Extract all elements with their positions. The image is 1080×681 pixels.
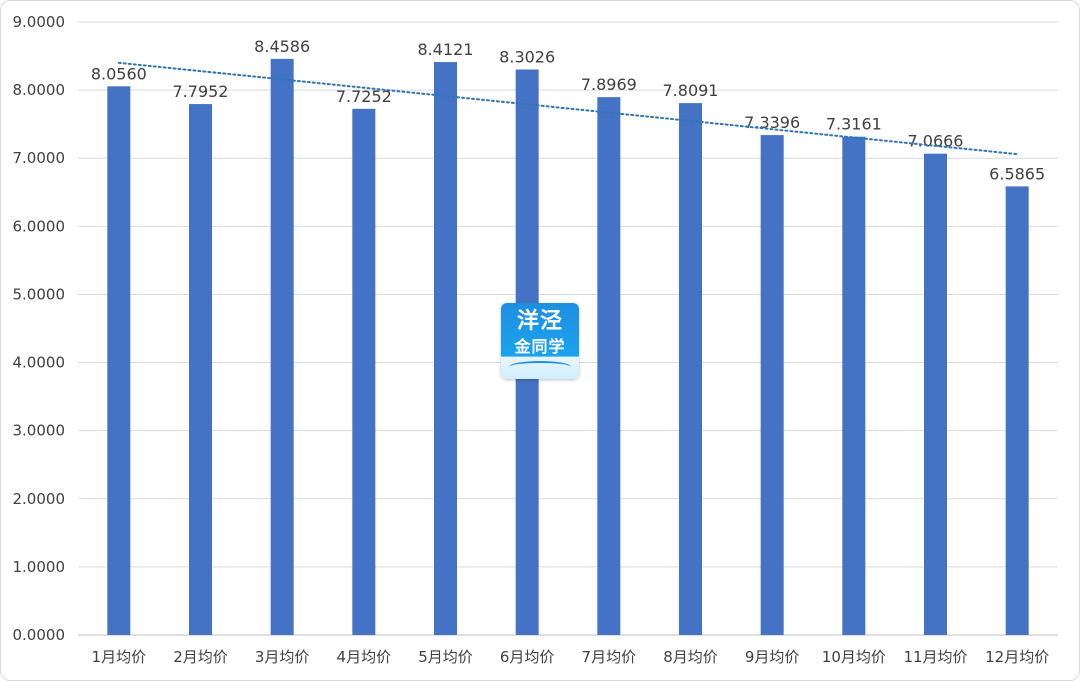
y-tick-label: 0.0000	[13, 626, 66, 644]
y-tick-label: 6.0000	[13, 217, 66, 235]
data-label: 7.3161	[826, 115, 882, 134]
data-label: 8.0560	[91, 64, 147, 83]
x-tick-label: 5月均价	[418, 648, 473, 666]
y-tick-label: 4.0000	[13, 354, 66, 372]
data-label: 7.7952	[173, 82, 229, 101]
x-tick-label: 11月均价	[903, 648, 967, 666]
x-tick-label: 8月均价	[663, 648, 718, 666]
data-label: 6.5865	[989, 164, 1045, 183]
y-tick-label: 7.0000	[13, 149, 66, 167]
watermark-arc	[509, 361, 571, 373]
y-tick-label: 2.0000	[13, 490, 66, 508]
bar	[679, 103, 702, 635]
data-label: 7.8969	[581, 75, 637, 94]
y-tick-label: 9.0000	[13, 13, 66, 31]
x-tick-label: 6月均价	[500, 648, 555, 666]
y-tick-label: 8.0000	[13, 81, 66, 99]
bar	[842, 136, 866, 635]
bar	[434, 62, 457, 635]
data-label: 7.0666	[908, 132, 964, 151]
bar	[1005, 186, 1029, 635]
trendline	[117, 61, 1019, 156]
data-label: 8.4121	[418, 40, 474, 59]
watermark-line2: 金同学	[514, 337, 566, 356]
bar	[270, 58, 294, 635]
y-tick-label: 5.0000	[13, 285, 66, 303]
bar	[107, 86, 131, 636]
x-tick-label: 1月均价	[92, 648, 147, 666]
bar	[189, 104, 212, 636]
x-tick-label: 10月均价	[822, 648, 886, 666]
x-tick-label: 12月均价	[985, 648, 1049, 666]
bar	[597, 97, 621, 636]
bar	[352, 108, 376, 635]
watermark-logo: 洋泾 金同学	[501, 303, 579, 379]
x-tick-label: 9月均价	[745, 648, 800, 666]
data-label: 8.4586	[254, 37, 310, 56]
y-tick-label: 1.0000	[13, 558, 66, 576]
watermark-line1: 洋泾	[516, 309, 563, 334]
bar	[760, 135, 784, 636]
x-tick-label: 2月均价	[173, 648, 228, 666]
y-tick-label: 3.0000	[13, 422, 66, 440]
bar	[924, 153, 947, 635]
data-label: 7.8091	[663, 81, 719, 100]
data-label: 7.7252	[336, 87, 392, 106]
data-label: 8.3026	[499, 48, 555, 67]
x-tick-label: 3月均价	[255, 648, 310, 666]
x-tick-label: 7月均价	[582, 648, 637, 666]
x-tick-label: 4月均价	[337, 648, 392, 666]
